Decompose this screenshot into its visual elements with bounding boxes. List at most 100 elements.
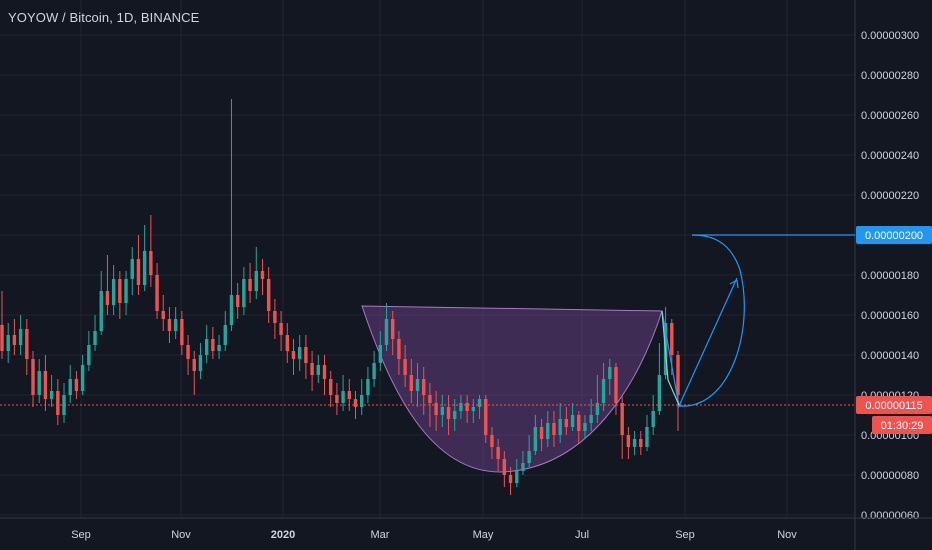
candle-body: [639, 439, 643, 447]
projection-curve: [678, 234, 745, 407]
candle-body: [105, 291, 110, 305]
candle-body: [372, 363, 376, 379]
candle-body: [471, 407, 476, 411]
candle-body: [477, 399, 482, 407]
candle-body: [422, 379, 426, 395]
candle-body: [601, 379, 606, 403]
candle-body: [415, 379, 420, 391]
candle-body: [136, 259, 141, 285]
candle-body: [297, 347, 302, 359]
candle-body: [49, 391, 54, 399]
candle-body: [118, 279, 122, 303]
projection-arrowhead: [729, 279, 739, 289]
projection-line-left: [661, 310, 680, 406]
candle-body: [68, 379, 72, 395]
candle-body: [347, 391, 352, 399]
candle-body: [676, 355, 680, 395]
candle-body: [378, 345, 383, 363]
candle-body: [403, 359, 407, 375]
candle-body: [440, 407, 445, 415]
candle-body: [453, 411, 457, 419]
candle-body: [508, 475, 513, 483]
target-badge: [856, 226, 932, 244]
y-tick-label: 0.00000140: [861, 350, 919, 362]
candle-body: [577, 415, 581, 431]
candle-body: [564, 419, 569, 427]
x-tick-label: Sep: [675, 529, 695, 541]
cup-pattern-shape: [361, 305, 663, 473]
candle-body: [149, 251, 153, 275]
title-separator: ,: [109, 10, 117, 25]
candle-body: [651, 411, 655, 427]
candle-body: [632, 439, 637, 447]
candle-body: [434, 403, 438, 415]
target-badge-label: 0.00000200: [865, 230, 923, 242]
candle-body: [80, 365, 85, 391]
candle-body: [211, 339, 215, 351]
candle-body: [124, 279, 128, 303]
candle-body: [546, 423, 550, 439]
y-tick-label: 0.00000220: [861, 190, 919, 202]
countdown-label: 01:30:29: [881, 420, 924, 432]
candle-body: [552, 423, 556, 435]
candle-body: [484, 399, 488, 435]
candle-body: [254, 271, 258, 291]
candle-body: [428, 395, 432, 403]
candle-body: [521, 463, 525, 471]
candle-body: [620, 403, 624, 435]
candle-body: [558, 419, 562, 435]
candle-body: [167, 319, 172, 331]
y-tick-label: 0.00000280: [861, 70, 919, 82]
candle-body: [397, 339, 401, 359]
candle-body: [130, 259, 134, 279]
exchange-label: BINANCE: [140, 10, 200, 25]
candle-body: [583, 423, 587, 431]
candle-body: [465, 403, 469, 411]
candle-body: [384, 319, 389, 345]
y-tick-label: 0.00000180: [861, 270, 919, 282]
candle-body: [285, 335, 289, 351]
candle-body: [626, 435, 631, 447]
candle-body: [527, 451, 531, 463]
candle-body: [645, 427, 649, 447]
candle-body: [173, 319, 178, 331]
candle-body: [260, 271, 265, 279]
x-tick-label: Sep: [71, 529, 91, 541]
candle-body: [217, 345, 221, 351]
y-tick-label: 0.00000300: [861, 30, 919, 42]
candle-body: [43, 371, 48, 399]
candle-body: [291, 351, 296, 359]
candle-body: [409, 375, 414, 391]
interval-label: 1D: [116, 10, 134, 25]
candle-body: [273, 311, 277, 323]
candle-body: [614, 367, 618, 403]
candle-body: [0, 325, 4, 351]
candle-body: [37, 371, 41, 395]
candle-body: [304, 347, 308, 363]
chart-title: YOYOW / Bitcoin, 1D, BINANCE: [8, 10, 199, 25]
price-badge-label: 0.00000115: [865, 400, 922, 412]
candle-body: [490, 435, 494, 447]
x-tick-label: 2020: [271, 529, 295, 541]
y-tick-label: 0.00000240: [861, 150, 919, 162]
candle-body: [670, 323, 674, 355]
candle-body: [25, 329, 29, 359]
candle-body: [192, 359, 196, 371]
candle-body: [502, 459, 507, 475]
y-tick-label: 0.00000060: [861, 510, 919, 522]
candle-body: [12, 335, 17, 345]
price-badge: [856, 396, 932, 414]
x-tick-label: Nov: [171, 529, 191, 541]
candle-body: [18, 329, 23, 345]
candle-body: [608, 367, 612, 379]
candle-body: [161, 311, 165, 319]
candle-body: [31, 359, 35, 395]
candle-body: [310, 363, 314, 375]
candle-body: [279, 323, 283, 335]
candle-body: [353, 399, 358, 407]
candle-body: [496, 447, 500, 459]
x-tick-label: May: [473, 529, 494, 541]
candle-body: [322, 365, 327, 379]
